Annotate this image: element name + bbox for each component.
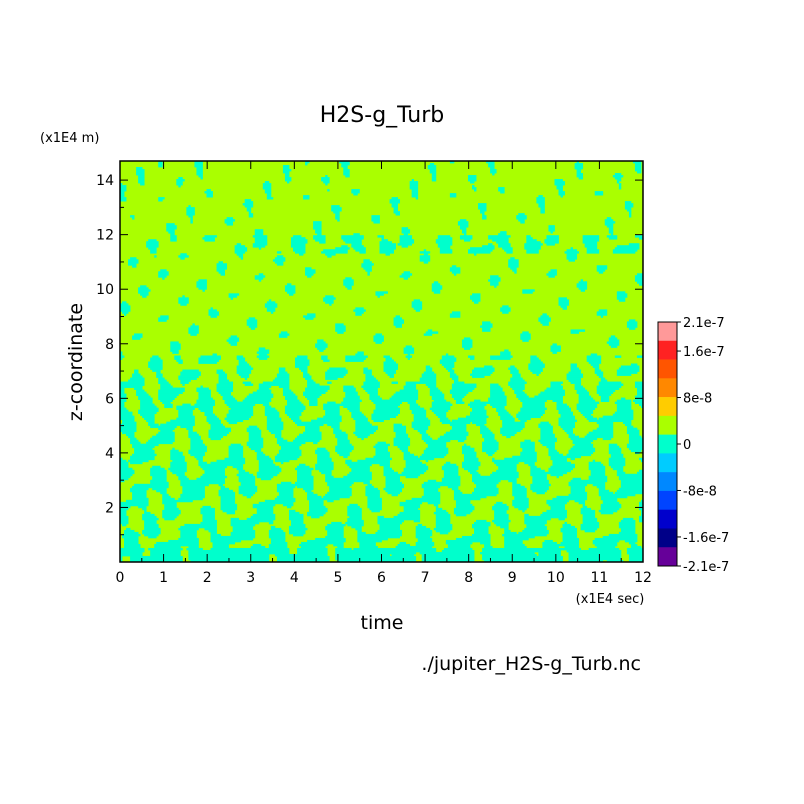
x-tick-label: 3	[246, 570, 255, 586]
colorbar-label: -2.1e-7	[683, 560, 729, 575]
x-tick-label: 5	[333, 570, 342, 586]
y-tick-label: 4	[105, 446, 114, 462]
colorbar-swatch	[658, 359, 677, 379]
colorbar-swatch	[658, 434, 677, 454]
x-tick-label: 2	[203, 570, 212, 586]
colorbar-label: 1.6e-7	[683, 345, 725, 360]
x-tick-label: 11	[591, 570, 609, 586]
x-tick-label: 12	[634, 570, 652, 586]
colorbar-swatch	[658, 340, 677, 360]
y-tick-label: 8	[105, 337, 114, 353]
x-tick-label: 9	[508, 570, 517, 586]
colorbar-swatch	[658, 509, 677, 529]
y-tick-label: 6	[105, 391, 114, 407]
colorbar-label: -1.6e-7	[683, 531, 729, 546]
colorbar-swatch	[658, 397, 677, 417]
colorbar-label: 0	[683, 438, 691, 453]
colorbar-swatch	[658, 322, 677, 342]
y-tick-label: 10	[96, 282, 114, 298]
colorbar-label: -8e-8	[683, 484, 717, 499]
x-tick-label: 10	[547, 570, 565, 586]
x-tick-label: 0	[116, 570, 125, 586]
colorbar-swatch	[658, 528, 677, 548]
x-axis: 0 1 2 3 4 5 6 7 8 9 10 11 12	[116, 161, 652, 586]
y-axis-label: z-coordinate	[65, 303, 87, 421]
y-tick-label: 2	[105, 500, 114, 516]
plot-area	[120, 161, 643, 562]
x-tick-label: 4	[290, 570, 299, 586]
x-tick-label: 8	[464, 570, 473, 586]
colorbar-label: 8e-8	[683, 392, 712, 407]
y-unit-label: (x1E4 m)	[40, 131, 99, 146]
colorbar-swatch	[658, 472, 677, 492]
colorbar-swatch	[658, 415, 677, 435]
colorbar-swatch	[658, 378, 677, 398]
y-tick-label: 14	[96, 173, 114, 189]
colorbar-swatch	[658, 490, 677, 510]
x-axis-label: time	[361, 612, 404, 634]
colorbar-swatch	[658, 453, 677, 473]
x-unit-label: (x1E4 sec)	[576, 592, 645, 607]
x-tick-label: 6	[377, 570, 386, 586]
y-axis: 2 4 6 8 10 12 14	[96, 173, 643, 536]
source-file-label: ./jupiter_H2S-g_Turb.nc	[421, 653, 641, 675]
colorbar: 2.1e-7 1.6e-7 8e-8 0 -8e-8 -1.6e-7 -2.1e-7	[657, 316, 729, 575]
y-tick-label: 12	[96, 228, 114, 244]
colorbar-swatch	[658, 547, 677, 567]
x-tick-label: 1	[159, 570, 168, 586]
x-tick-label: 7	[421, 570, 430, 586]
colorbar-label: 2.1e-7	[683, 316, 725, 331]
chart-title: H2S-g_Turb	[320, 103, 444, 128]
